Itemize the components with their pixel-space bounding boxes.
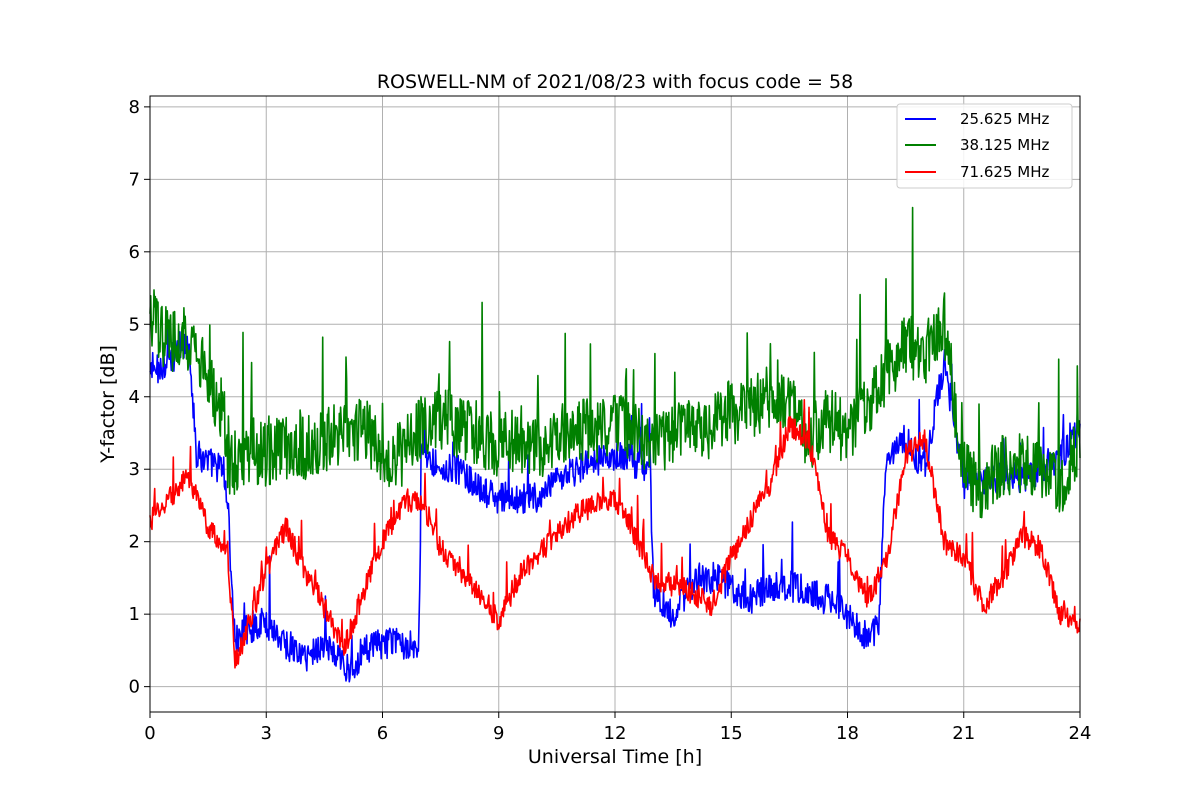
y-tick-label: 7 bbox=[129, 169, 140, 190]
y-tick-label: 2 bbox=[129, 532, 140, 553]
series-layer bbox=[149, 206, 1081, 683]
y-tick-label: 6 bbox=[129, 242, 140, 263]
x-tick-label: 12 bbox=[604, 723, 627, 744]
series-25mhz-line bbox=[149, 327, 1081, 683]
y-tick-label: 8 bbox=[129, 97, 140, 118]
y-axis-ticks: 0 1 2 3 4 5 6 7 8 bbox=[129, 97, 150, 698]
x-axis-label: Universal Time [h] bbox=[528, 746, 702, 768]
x-tick-label: 0 bbox=[144, 723, 155, 744]
x-tick-label: 15 bbox=[720, 723, 743, 744]
legend: 25.625 MHz 38.125 MHz 71.625 MHz bbox=[896, 103, 1073, 189]
series-71mhz-line bbox=[149, 399, 1081, 669]
y-tick-label: 5 bbox=[129, 314, 140, 335]
y-tick-label: 1 bbox=[129, 604, 140, 625]
legend-label-71mhz: 71.625 MHz bbox=[960, 163, 1049, 181]
legend-label-38mhz: 38.125 MHz bbox=[960, 136, 1049, 154]
x-tick-label: 24 bbox=[1069, 723, 1092, 744]
y-tick-label: 0 bbox=[129, 677, 140, 698]
x-tick-label: 6 bbox=[377, 723, 388, 744]
chart-title: ROSWELL-NM of 2021/08/23 with focus code… bbox=[377, 71, 853, 93]
x-axis-ticks: 0 3 6 9 12 15 18 21 24 bbox=[144, 712, 1091, 744]
x-tick-label: 18 bbox=[836, 723, 859, 744]
y-tick-label: 4 bbox=[129, 387, 140, 408]
x-tick-label: 9 bbox=[493, 723, 504, 744]
x-tick-label: 21 bbox=[952, 723, 975, 744]
y-tick-label: 3 bbox=[129, 459, 140, 480]
y-axis-label: Y-factor [dB] bbox=[97, 345, 119, 464]
x-tick-label: 3 bbox=[261, 723, 272, 744]
legend-label-25mhz: 25.625 MHz bbox=[960, 110, 1049, 128]
legend-box bbox=[896, 103, 1073, 189]
series-38mhz-line bbox=[149, 206, 1081, 519]
